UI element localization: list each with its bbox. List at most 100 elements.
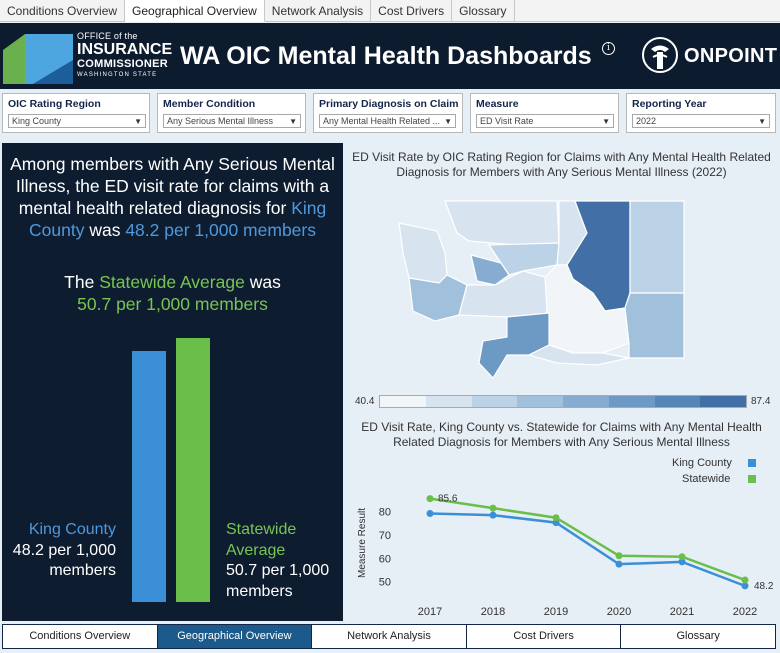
x-tick-label: 2017 xyxy=(418,606,442,618)
dropdown-value: Any Mental Health Related ... xyxy=(323,116,441,126)
condition-dropdown[interactable]: Any Serious Mental Illness ▼ xyxy=(163,114,301,128)
x-tick-label: 2022 xyxy=(733,606,757,618)
dropdown-value: 2022 xyxy=(636,116,657,126)
filter-label: Member Condition xyxy=(163,98,256,110)
chevron-down-icon: ▼ xyxy=(134,117,142,126)
legend-step xyxy=(654,396,701,407)
y-tick-label: 60 xyxy=(379,553,391,565)
series-line-statewide xyxy=(429,497,746,582)
map-region-northwest xyxy=(444,200,560,246)
logo-line-1: OFFICE of the xyxy=(77,31,138,41)
data-point xyxy=(552,519,560,527)
statewide-bar[interactable] xyxy=(176,338,210,602)
statewide-was: was xyxy=(249,272,281,292)
bottom-tab-geographical-overview[interactable]: Geographical Overview xyxy=(157,625,313,648)
filter-measure: Measure ED Visit Rate ▼ xyxy=(470,93,619,133)
dashboard-title: WA OIC Mental Health Dashboards xyxy=(180,42,592,70)
legend-max: 87.4 xyxy=(751,396,771,407)
logo-line-3: COMMISSIONER xyxy=(77,58,168,70)
statewide-rate: 50.7 per 1,000 members xyxy=(77,294,268,314)
washington-region-map xyxy=(398,200,685,379)
bottom-tab-cost-drivers[interactable]: Cost Drivers xyxy=(467,625,622,648)
statewide-text: The Statewide Average was 50.7 per 1,000… xyxy=(2,271,343,315)
dropdown-value: ED Visit Rate xyxy=(480,116,534,126)
sw-label-name: Statewide Average xyxy=(226,521,297,559)
data-point xyxy=(615,552,623,560)
diagnosis-dropdown[interactable]: Any Mental Health Related ... ▼ xyxy=(319,114,456,128)
chevron-down-icon: ▼ xyxy=(758,117,766,126)
legend-scale-bar xyxy=(379,395,747,408)
region-dropdown[interactable]: King County ▼ xyxy=(8,114,146,128)
line-chart-title: ED Visit Rate, King County vs. Statewide… xyxy=(361,420,762,449)
summary-panel: Among members with Any Serious Mental Il… xyxy=(2,143,343,621)
data-point xyxy=(678,558,686,566)
legend-item-statewide[interactable]: Statewide xyxy=(672,473,756,489)
chevron-down-icon: ▼ xyxy=(444,117,452,126)
year-dropdown[interactable]: 2022 ▼ xyxy=(632,114,770,128)
chevron-down-icon: ▼ xyxy=(289,117,297,126)
map-region-yakima xyxy=(527,344,630,366)
info-icon[interactable]: i xyxy=(602,42,615,55)
king-county-bar[interactable] xyxy=(132,351,166,602)
data-point xyxy=(615,560,623,568)
x-tick-label: 2019 xyxy=(544,606,568,618)
top-tab-cost-drivers[interactable]: Cost Drivers xyxy=(371,0,453,22)
data-point xyxy=(489,504,497,512)
data-point xyxy=(489,511,497,519)
map-region-clark xyxy=(478,312,550,379)
bottom-tab-network-analysis[interactable]: Network Analysis xyxy=(312,625,467,648)
legend-min: 40.4 xyxy=(355,396,375,407)
legend-item-king-county[interactable]: King County xyxy=(672,457,756,473)
statewide-name: Statewide Average xyxy=(99,272,245,292)
map-region-spokane xyxy=(629,200,685,294)
data-label-last: 48.2 xyxy=(754,581,774,592)
summary-was: was xyxy=(89,220,121,240)
map-region-kitsap xyxy=(470,254,510,286)
filter-label: Primary Diagnosis on Claim xyxy=(319,98,459,110)
legend-step xyxy=(563,396,609,407)
filter-label: Reporting Year xyxy=(632,98,707,110)
kc-label-value: 48.2 per 1,000 members xyxy=(12,541,116,580)
data-point xyxy=(678,553,686,561)
dashboard-header: OFFICE of the INSURANCE COMMISSIONER WAS… xyxy=(0,23,780,89)
legend-step xyxy=(517,396,563,407)
legend-label: Statewide xyxy=(682,473,731,485)
legend-step xyxy=(380,396,426,407)
kc-label-name: King County xyxy=(28,521,116,538)
filter-member-condition: Member Condition Any Serious Mental Illn… xyxy=(157,93,306,133)
data-point xyxy=(426,495,434,503)
top-tab-conditions-overview[interactable]: Conditions Overview xyxy=(0,0,126,22)
top-tab-glossary[interactable]: Glossary xyxy=(452,0,515,22)
charts-panel: ED Visit Rate by OIC Rating Region for C… xyxy=(347,143,776,621)
bottom-tab-bar: Conditions Overview Geographical Overvie… xyxy=(2,624,776,649)
measure-dropdown[interactable]: ED Visit Rate ▼ xyxy=(476,114,614,128)
map-color-legend: 40.4 87.4 xyxy=(347,393,776,411)
chevron-down-icon: ▼ xyxy=(602,117,610,126)
filter-oic-rating-region: OIC Rating Region King County ▼ xyxy=(2,93,150,133)
x-tick-label: 2020 xyxy=(607,606,631,618)
dropdown-value: Any Serious Mental Illness xyxy=(167,116,274,126)
oic-logo-icon xyxy=(3,34,73,84)
top-tab-network-analysis[interactable]: Network Analysis xyxy=(265,0,372,22)
top-tab-geographical-overview[interactable]: Geographical Overview xyxy=(125,0,265,22)
summary-region: King County xyxy=(29,198,327,240)
oic-logo: OFFICE of the INSURANCE COMMISSIONER WAS… xyxy=(3,30,173,84)
bottom-tab-conditions-overview[interactable]: Conditions Overview xyxy=(3,625,158,648)
summary-text: Among members with Any Serious Mental Il… xyxy=(2,153,343,241)
legend-swatch xyxy=(748,475,756,483)
data-point xyxy=(552,514,560,522)
statewide-prefix: The xyxy=(64,272,95,292)
logo-line-2: INSURANCE xyxy=(77,41,173,58)
summary-part-1: Among members with Any Serious Mental Il… xyxy=(10,154,335,218)
bottom-tab-glossary[interactable]: Glossary xyxy=(676,630,720,642)
filter-label: OIC Rating Region xyxy=(8,98,101,110)
oic-logo-text: OFFICE of the INSURANCE COMMISSIONER WAS… xyxy=(77,31,173,79)
map-region-olympic xyxy=(398,222,448,284)
y-tick-label: 80 xyxy=(379,507,391,519)
y-tick-label: 50 xyxy=(379,577,391,589)
dropdown-value: King County xyxy=(12,116,62,126)
filter-label: Measure xyxy=(476,98,519,110)
legend-swatch xyxy=(748,459,756,467)
filter-primary-diagnosis: Primary Diagnosis on Claim Any Mental He… xyxy=(313,93,463,133)
data-point xyxy=(741,576,749,584)
